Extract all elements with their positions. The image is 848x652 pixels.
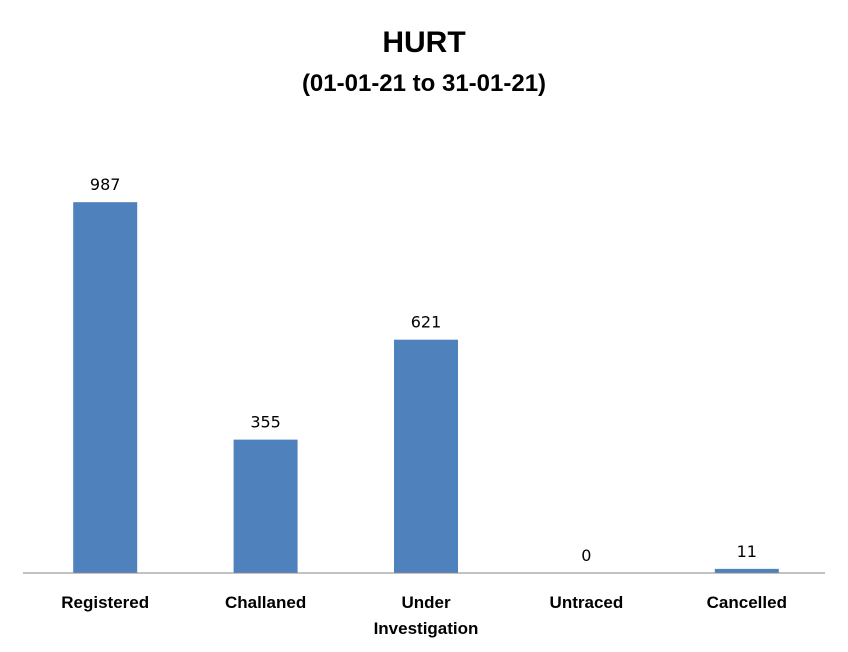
category-label: Cancelled (707, 593, 787, 612)
bar-under-investigation (394, 339, 458, 573)
category-labels-group: Registered Challaned Under Investigation Unt… (61, 593, 787, 638)
chart-subtitle: (01-01-21 to 31-01-21) (302, 70, 546, 97)
category-label: Under (401, 593, 451, 612)
category-label: Registered (61, 593, 149, 612)
bar-registered (73, 202, 138, 574)
chart-title: HURT (382, 26, 465, 59)
category-label: Challaned (225, 593, 306, 612)
value-label: 355 (250, 413, 281, 432)
category-label: Untraced (550, 593, 624, 612)
category-label: Investigation (374, 619, 479, 638)
value-labels-group: 987 355 621 0 11 (90, 175, 757, 565)
value-label: 11 (737, 542, 757, 561)
bar-challaned (233, 439, 298, 573)
value-label: 621 (411, 313, 442, 332)
value-label: 0 (581, 546, 591, 565)
value-label: 987 (90, 175, 121, 194)
bar-cancelled (714, 568, 779, 573)
bars-group (73, 202, 779, 574)
